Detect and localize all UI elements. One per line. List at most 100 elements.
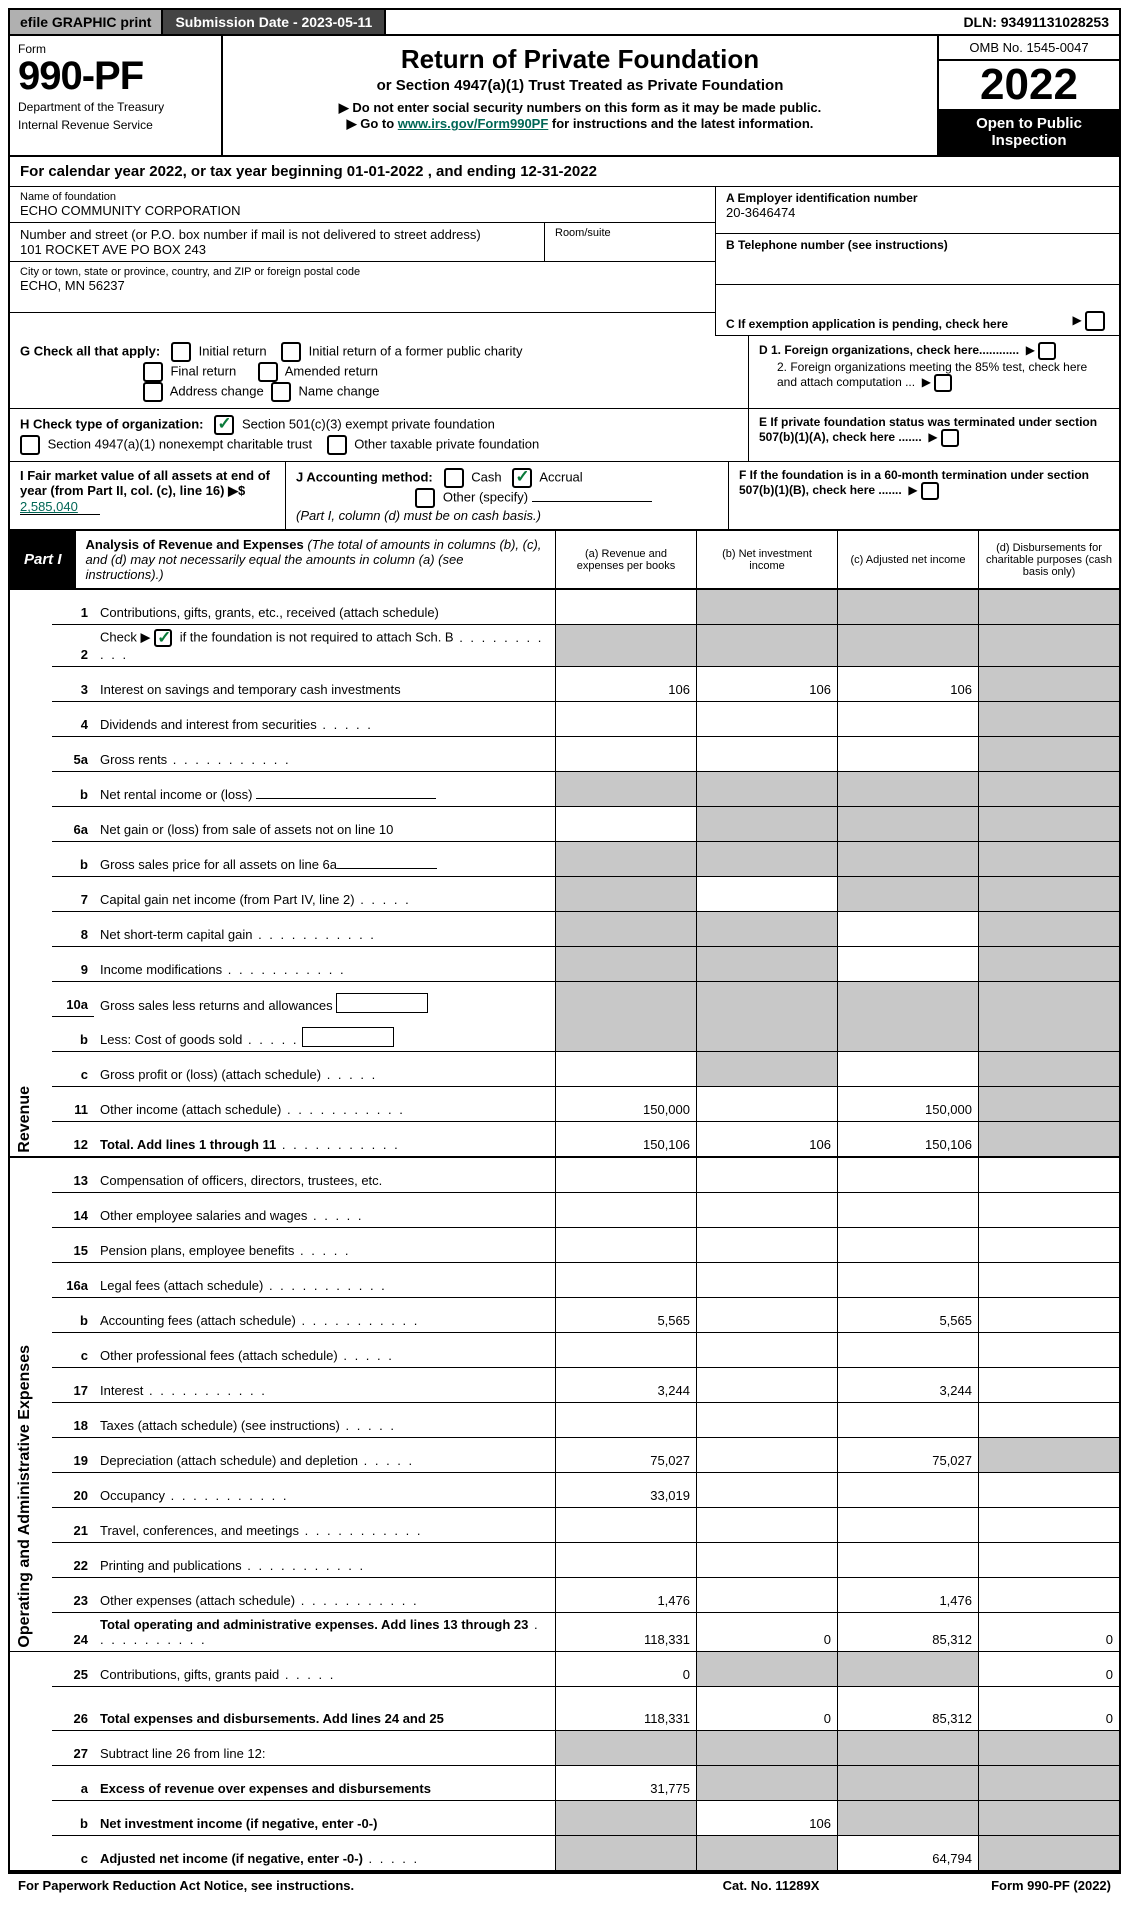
row-num: 20: [52, 1473, 94, 1508]
efile-print-button[interactable]: efile GRAPHIC print: [10, 10, 163, 34]
row-desc: Gross sales less returns and allowances: [94, 982, 556, 1017]
r11-a: 150,000: [556, 1087, 697, 1122]
g-amended-chk[interactable]: [258, 362, 278, 382]
form-header: Form 990-PF Department of the Treasury I…: [8, 36, 1121, 157]
row-num: b: [52, 1801, 94, 1836]
d1-checkbox[interactable]: [1038, 342, 1056, 360]
table-row: 3 Interest on savings and temporary cash…: [9, 667, 1120, 702]
header-mid: Return of Private Foundation or Section …: [223, 36, 937, 155]
g-addr-change-chk[interactable]: [143, 382, 163, 402]
instruction-2: ▶ Go to www.irs.gov/Form990PF for instru…: [233, 116, 927, 132]
row-desc: Net gain or (loss) from sale of assets n…: [94, 807, 556, 842]
row-desc: Interest: [94, 1368, 556, 1403]
row-num: 13: [52, 1157, 94, 1193]
h-501c3-chk[interactable]: [214, 415, 234, 435]
g-addr-change: Address change: [170, 384, 264, 399]
j-note: (Part I, column (d) must be on cash basi…: [296, 508, 541, 523]
telephone-cell: B Telephone number (see instructions): [716, 234, 1119, 285]
revenue-vlabel: Revenue: [16, 1086, 34, 1153]
row-desc: Legal fees (attach schedule): [94, 1263, 556, 1298]
row-num: c: [52, 1836, 94, 1872]
r2-pre: Check ▶: [100, 630, 154, 645]
h-other-tax-chk[interactable]: [327, 435, 347, 455]
address-cell: Number and street (or P.O. box number if…: [10, 223, 545, 261]
row-num: 16a: [52, 1263, 94, 1298]
r11-c: 150,000: [838, 1087, 979, 1122]
open-to-public: Open to Public Inspection: [939, 109, 1119, 155]
row-desc: Gross sales price for all assets on line…: [94, 842, 556, 877]
row-desc: Total expenses and disbursements. Add li…: [94, 1687, 556, 1731]
calendar-year-row: For calendar year 2022, or tax year begi…: [8, 157, 1121, 187]
i-value-link[interactable]: 2,585,040: [20, 499, 100, 515]
j-accrual-chk[interactable]: [512, 468, 532, 488]
row-num: 26: [52, 1687, 94, 1731]
table-row: c Other professional fees (attach schedu…: [9, 1333, 1120, 1368]
h-other-tax: Other taxable private foundation: [354, 437, 539, 452]
row-desc: Net rental income or (loss): [94, 772, 556, 807]
r19-c: 75,027: [838, 1438, 979, 1473]
i-j-section: I Fair market value of all assets at end…: [10, 462, 729, 529]
row-num: 3: [52, 667, 94, 702]
r26-d: 0: [979, 1687, 1121, 1731]
table-row: 9 Income modifications: [9, 947, 1120, 982]
table-row: 8 Net short-term capital gain: [9, 912, 1120, 947]
r2-checkbox[interactable]: [154, 629, 172, 647]
dept-treasury: Department of the Treasury: [18, 100, 213, 114]
j-other-chk[interactable]: [415, 488, 435, 508]
h-501c3: Section 501(c)(3) exempt private foundat…: [242, 417, 495, 432]
e-section: E If private foundation status was termi…: [749, 409, 1119, 461]
table-row: 22 Printing and publications: [9, 1543, 1120, 1578]
row-desc: Other income (attach schedule): [94, 1087, 556, 1122]
table-row: c Adjusted net income (if negative, ente…: [9, 1836, 1120, 1872]
row-desc: Income modifications: [94, 947, 556, 982]
e-checkbox[interactable]: [941, 429, 959, 447]
table-row: Operating and Administrative Expenses 13…: [9, 1157, 1120, 1193]
table-row: 18 Taxes (attach schedule) (see instruct…: [9, 1403, 1120, 1438]
g-initial-chk[interactable]: [171, 342, 191, 362]
submission-date: Submission Date - 2023-05-11: [163, 10, 386, 34]
instruction-1: ▶ Do not enter social security numbers o…: [233, 100, 927, 116]
g-final-chk[interactable]: [143, 362, 163, 382]
row-num: c: [52, 1333, 94, 1368]
row-num: 18: [52, 1403, 94, 1438]
g-name-change-chk[interactable]: [271, 382, 291, 402]
part1-desc: Analysis of Revenue and Expenses (The to…: [76, 531, 556, 588]
row-num: 5a: [52, 737, 94, 772]
row-desc: Net investment income (if negative, ente…: [94, 1801, 556, 1836]
row-num: 4: [52, 702, 94, 737]
r27c-c: 64,794: [838, 1836, 979, 1872]
row-desc: Occupancy: [94, 1473, 556, 1508]
j-cash-chk[interactable]: [444, 468, 464, 488]
f-section: F If the foundation is in a 60-month ter…: [729, 462, 1119, 529]
table-row: 19 Depreciation (attach schedule) and de…: [9, 1438, 1120, 1473]
table-row: 14 Other employee salaries and wages: [9, 1193, 1120, 1228]
row-num: 21: [52, 1508, 94, 1543]
row-num: 6a: [52, 807, 94, 842]
row-num: a: [52, 1766, 94, 1801]
footer-left: For Paperwork Reduction Act Notice, see …: [18, 1878, 671, 1893]
row-desc: Pension plans, employee benefits: [94, 1228, 556, 1263]
c-checkbox[interactable]: [1085, 311, 1105, 331]
f-checkbox[interactable]: [921, 482, 939, 500]
d-section: D 1. Foreign organizations, check here..…: [749, 336, 1119, 408]
row-desc: Contributions, gifts, grants paid: [94, 1652, 556, 1687]
h-4947-chk[interactable]: [20, 435, 40, 455]
row-desc: Gross rents: [94, 737, 556, 772]
row-desc: Printing and publications: [94, 1543, 556, 1578]
d2-checkbox[interactable]: [934, 374, 952, 392]
r3-a: 106: [556, 667, 697, 702]
row-desc: Dividends and interest from securities: [94, 702, 556, 737]
form990pf-link[interactable]: www.irs.gov/Form990PF: [398, 116, 549, 131]
city-value: ECHO, MN 56237: [20, 278, 705, 293]
r16b-a: 5,565: [556, 1298, 697, 1333]
g-initial-former-chk[interactable]: [281, 342, 301, 362]
part1-table: Revenue 1 Contributions, gifts, grants, …: [8, 590, 1121, 1872]
e-label: E If private foundation status was termi…: [759, 415, 1097, 444]
row-desc: Adjusted net income (if negative, enter …: [94, 1836, 556, 1872]
row-desc: Interest on savings and temporary cash i…: [94, 667, 556, 702]
ein-cell: A Employer identification number 20-3646…: [716, 187, 1119, 234]
j-cash: Cash: [471, 470, 501, 485]
j-accrual: Accrual: [539, 470, 582, 485]
r23-a: 1,476: [556, 1578, 697, 1613]
name-label: Name of foundation: [20, 191, 705, 203]
